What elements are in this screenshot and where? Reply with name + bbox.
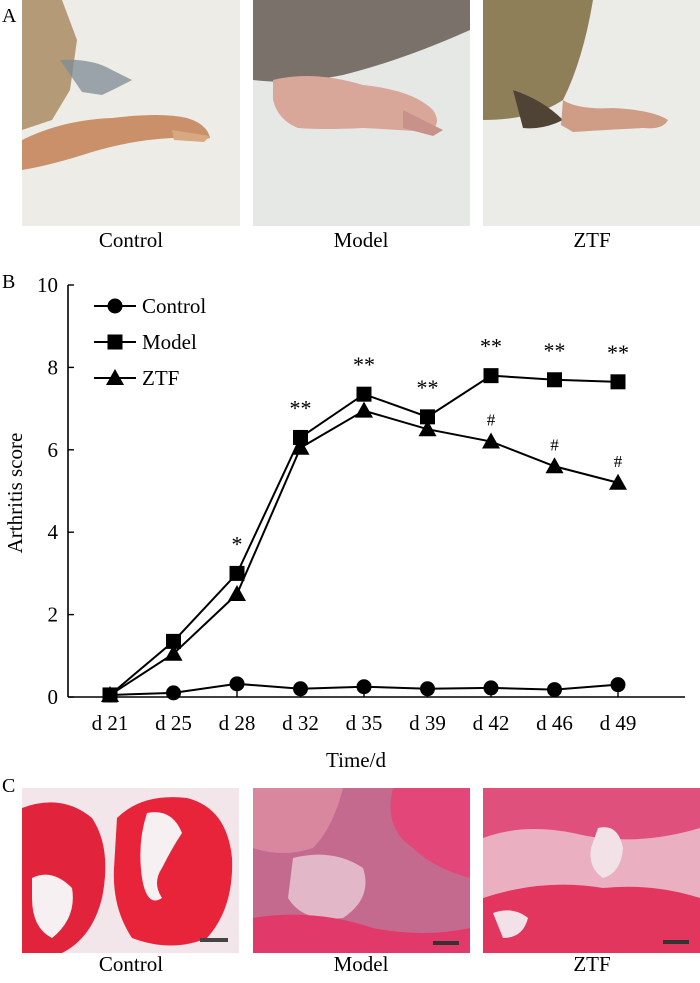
data-point — [166, 633, 181, 649]
series-model — [102, 368, 626, 703]
panel-c-label: C — [2, 775, 16, 797]
y-tick-label: 2 — [48, 603, 59, 627]
model-histology-image — [253, 788, 470, 953]
significance-mark: # — [550, 435, 559, 454]
control-histology-image — [22, 788, 239, 953]
legend-label: Model — [142, 330, 197, 354]
control-histology-caption: Control — [98, 952, 164, 976]
data-point — [418, 420, 437, 437]
ztf-paw-photo — [483, 0, 700, 226]
significance-mark: ** — [290, 395, 312, 420]
significance-mark: # — [487, 411, 496, 430]
significance-mark: ** — [417, 375, 439, 400]
series-ztf — [101, 401, 627, 702]
data-point — [293, 681, 308, 697]
legend-item-ztf: ZTF — [94, 366, 179, 390]
data-point — [356, 679, 372, 695]
x-tick-label: d 28 — [219, 711, 256, 735]
data-point — [483, 680, 499, 696]
model-photo-caption: Model — [333, 228, 389, 252]
y-axis-label: Arthritis score — [3, 433, 27, 554]
data-point — [483, 368, 499, 384]
data-point — [610, 677, 626, 693]
panel-b-label: B — [2, 271, 16, 293]
y-tick-label: 0 — [48, 685, 59, 709]
model-paw-photo — [253, 0, 470, 226]
data-point — [164, 644, 183, 661]
ztf-histology-image — [483, 788, 700, 953]
chart-axes: 0 2 4 6 8 10 d 21 d 25 d 28 d 32 d 35 d 39 d 42 d 46 d… — [37, 273, 685, 735]
significance-mark: # — [614, 452, 623, 471]
data-point — [293, 429, 308, 445]
data-point — [228, 585, 246, 601]
significance-mark: * — [232, 531, 243, 556]
data-point — [547, 682, 562, 698]
chart-legend: Control Model ZTF — [94, 294, 206, 390]
model-histology-caption: Model — [333, 952, 389, 976]
data-point — [355, 401, 373, 418]
x-axis-label: Time/d — [326, 748, 386, 770]
control-photo-caption: Control — [98, 228, 164, 252]
chart-series — [101, 368, 627, 703]
x-tick-label: d 21 — [92, 711, 129, 735]
x-tick-label: d 25 — [155, 711, 192, 735]
data-point — [291, 438, 310, 455]
control-paw-photo — [22, 0, 240, 226]
x-tick-label: d 46 — [536, 711, 573, 735]
legend-label: Control — [142, 294, 206, 318]
data-point — [482, 432, 500, 449]
y-tick-label: 6 — [48, 438, 59, 462]
data-point — [101, 685, 119, 702]
chart-annotations: ********* ** **### — [232, 334, 630, 557]
data-point — [609, 473, 627, 490]
significance-mark: ** — [544, 338, 566, 363]
ztf-photo-caption: ZTF — [573, 228, 611, 252]
legend-marker — [107, 298, 123, 314]
data-point — [229, 676, 245, 692]
series-control — [102, 676, 626, 703]
legend-item-control: Control — [94, 294, 206, 318]
significance-mark: ** — [607, 340, 629, 365]
x-tick-label: d 32 — [282, 711, 319, 735]
x-tick-label: d 39 — [409, 711, 446, 735]
y-tick-label: 8 — [48, 355, 59, 379]
data-point — [547, 372, 562, 388]
x-tick-label: d 35 — [346, 711, 383, 735]
ztf-histology-caption: ZTF — [573, 952, 611, 976]
legend-item-model: Model — [94, 330, 197, 354]
data-point — [420, 409, 435, 425]
series-line — [109, 409, 619, 696]
data-point — [229, 565, 245, 581]
data-point — [545, 457, 564, 474]
legend-label: ZTF — [142, 366, 179, 390]
significance-mark: ** — [480, 334, 502, 359]
legend-marker — [107, 334, 123, 350]
data-point — [166, 685, 181, 701]
panel-a-label: A — [2, 5, 17, 27]
arthritis-score-chart: 0 2 4 6 8 10 d 21 d 25 d 28 d 32 d 35 d 39 d 42 d 46 d… — [3, 273, 685, 770]
x-tick-label: d 42 — [473, 711, 510, 735]
y-tick-label: 10 — [37, 273, 58, 297]
data-point — [610, 374, 626, 390]
x-tick-label: d 49 — [600, 711, 637, 735]
y-tick-label: 4 — [48, 520, 59, 544]
data-point — [420, 681, 435, 697]
legend-marker — [106, 369, 124, 385]
data-point — [356, 386, 372, 402]
series-line — [109, 374, 619, 696]
significance-mark: ** — [353, 352, 375, 377]
